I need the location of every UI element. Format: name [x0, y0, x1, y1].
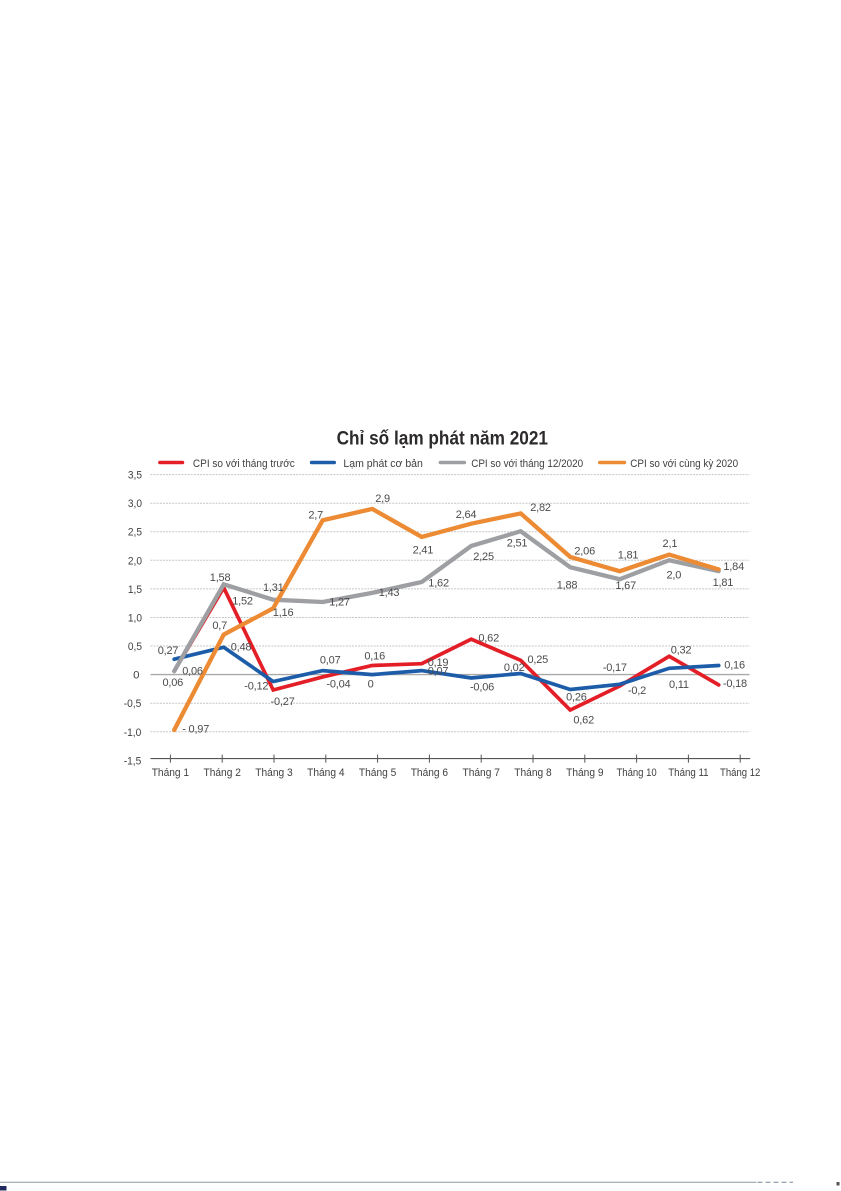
svg-text:0,5: 0,5 — [128, 641, 142, 653]
svg-text:2,1: 2,1 — [663, 538, 678, 550]
svg-text:Tháng 2: Tháng 2 — [204, 767, 241, 779]
svg-text:-0,12: -0,12 — [244, 680, 268, 692]
svg-text:1,81: 1,81 — [713, 577, 734, 589]
svg-text:-0,06: -0,06 — [470, 682, 494, 694]
svg-text:3,0: 3,0 — [128, 498, 142, 510]
svg-text:-0,17: -0,17 — [603, 662, 627, 674]
svg-text:Tháng 12: Tháng 12 — [720, 767, 760, 779]
svg-text:1,84: 1,84 — [723, 561, 744, 573]
svg-text:0,07: 0,07 — [428, 665, 449, 677]
svg-text:0,06: 0,06 — [162, 677, 183, 689]
svg-text:CPI so với tháng 12/2020: CPI so với tháng 12/2020 — [471, 458, 583, 470]
svg-text:0,7: 0,7 — [212, 620, 227, 632]
svg-text:1,0: 1,0 — [128, 613, 142, 625]
svg-text:-0,27: -0,27 — [271, 696, 295, 708]
svg-text:1,81: 1,81 — [618, 550, 639, 562]
svg-text:Tháng 10: Tháng 10 — [616, 767, 656, 779]
svg-text:2,25: 2,25 — [473, 551, 494, 563]
svg-text:0,16: 0,16 — [364, 651, 385, 663]
svg-text:-0,2: -0,2 — [628, 685, 646, 697]
svg-text:CPI so với tháng trước: CPI so với tháng trước — [193, 458, 295, 470]
svg-text:2,5: 2,5 — [128, 527, 142, 539]
svg-text:2,82: 2,82 — [530, 502, 551, 514]
svg-text:Lạm phát cơ bản: Lạm phát cơ bản — [343, 458, 423, 470]
svg-text:0,02: 0,02 — [504, 662, 525, 674]
svg-text:Tháng 1: Tháng 1 — [152, 767, 189, 779]
svg-text:0,11: 0,11 — [669, 679, 689, 691]
svg-text:2,0: 2,0 — [128, 555, 142, 567]
svg-text:Tháng 4: Tháng 4 — [307, 767, 344, 779]
svg-text:2,64: 2,64 — [456, 509, 477, 521]
svg-text:1,52: 1,52 — [232, 595, 253, 607]
svg-text:-0,18: -0,18 — [723, 678, 747, 690]
svg-text:1,88: 1,88 — [557, 580, 578, 592]
svg-text:-0,04: -0,04 — [326, 679, 350, 691]
svg-text:0,19: 0,19 — [428, 657, 449, 669]
svg-text:2,7: 2,7 — [308, 509, 323, 521]
svg-text:- 0,97: - 0,97 — [182, 724, 209, 736]
svg-text:0,25: 0,25 — [527, 654, 548, 666]
svg-text:1,27: 1,27 — [329, 596, 350, 608]
svg-text:0,16: 0,16 — [724, 660, 745, 672]
svg-text:Chỉ số lạm phát năm 2021: Chỉ số lạm phát năm 2021 — [337, 428, 549, 449]
svg-text:0: 0 — [368, 678, 374, 690]
svg-text:1,5: 1,5 — [128, 584, 142, 596]
svg-text:Tháng 3: Tháng 3 — [255, 767, 292, 779]
svg-text:2,9: 2,9 — [375, 493, 390, 505]
svg-text:CPI so với cùng kỳ 2020: CPI so với cùng kỳ 2020 — [630, 458, 738, 470]
svg-text:2,06: 2,06 — [574, 545, 595, 557]
svg-text:Tháng 5: Tháng 5 — [359, 767, 396, 779]
svg-text:0,06: 0,06 — [182, 666, 203, 678]
svg-text:0,07: 0,07 — [320, 654, 341, 666]
svg-text:3,5: 3,5 — [128, 470, 142, 482]
svg-text:1,16: 1,16 — [273, 607, 294, 619]
svg-text:0,27: 0,27 — [158, 645, 179, 657]
svg-text:1,31: 1,31 — [263, 582, 284, 594]
svg-text:Tháng 7: Tháng 7 — [463, 767, 500, 779]
svg-text:1,58: 1,58 — [210, 572, 231, 584]
svg-text:Tháng 8: Tháng 8 — [514, 767, 551, 779]
svg-text:2,41: 2,41 — [413, 545, 434, 557]
svg-text:0,48: 0,48 — [231, 642, 252, 654]
svg-text:0,62: 0,62 — [478, 632, 499, 644]
svg-text:0,62: 0,62 — [573, 715, 594, 727]
svg-text:-1,5: -1,5 — [124, 755, 142, 767]
svg-text:0,26: 0,26 — [566, 692, 587, 704]
svg-text:Tháng 11: Tháng 11 — [668, 767, 708, 779]
svg-text:0,32: 0,32 — [671, 644, 692, 656]
svg-text:1,62: 1,62 — [428, 578, 449, 590]
svg-text:Tháng 9: Tháng 9 — [566, 767, 603, 779]
svg-text:0: 0 — [133, 670, 139, 682]
svg-text:1,43: 1,43 — [379, 587, 400, 599]
svg-text:-0,5: -0,5 — [124, 698, 142, 710]
svg-text:-1,0: -1,0 — [124, 727, 142, 739]
svg-text:Tháng 6: Tháng 6 — [411, 767, 448, 779]
svg-text:2,0: 2,0 — [666, 569, 681, 581]
svg-text:1,67: 1,67 — [615, 580, 636, 592]
svg-text:2,51: 2,51 — [507, 538, 528, 550]
